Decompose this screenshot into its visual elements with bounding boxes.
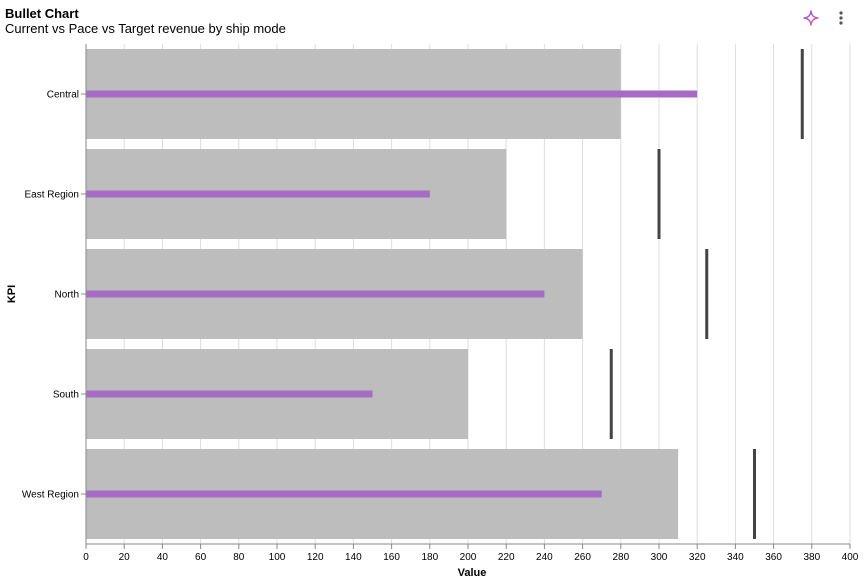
x-tick-label: 360 (765, 552, 782, 563)
x-tick-label: 280 (612, 552, 629, 563)
target-marker (800, 49, 804, 139)
x-tick-label: 380 (803, 552, 820, 563)
x-tick-label: 100 (269, 552, 286, 563)
y-tick-label: South (53, 390, 79, 401)
target-marker (705, 249, 709, 339)
y-tick-label: East Region (25, 190, 79, 201)
x-tick-label: 200 (460, 552, 477, 563)
x-tick-label: 0 (83, 552, 89, 563)
chart-subtitle: Current vs Pace vs Target revenue by shi… (5, 21, 286, 36)
x-tick-label: 160 (383, 552, 400, 563)
y-tick-label: West Region (22, 490, 79, 501)
target-marker (753, 449, 756, 539)
x-tick-label: 120 (307, 552, 324, 563)
pace-bar (86, 90, 698, 98)
x-tick-label: 80 (233, 552, 245, 563)
x-tick-label: 340 (727, 552, 744, 563)
sparkle-icon[interactable] (802, 9, 820, 27)
chart-title: Bullet Chart (5, 6, 79, 21)
x-axis-label: Value (458, 567, 487, 579)
x-tick-label: 400 (842, 552, 859, 563)
more-vertical-icon[interactable] (832, 9, 850, 27)
pace-bar (86, 290, 545, 298)
x-tick-label: 320 (689, 552, 706, 563)
x-tick-label: 140 (345, 552, 362, 563)
chart-toolbar (802, 9, 850, 27)
x-tick-label: 60 (195, 552, 207, 563)
y-tick-label: Central (47, 90, 79, 101)
x-tick-label: 20 (119, 552, 131, 563)
x-tick-label: 180 (421, 552, 438, 563)
x-tick-label: 240 (536, 552, 553, 563)
chart-header: Bullet Chart Current vs Pace vs Target r… (5, 6, 286, 37)
pace-bar (86, 490, 602, 498)
target-marker (609, 349, 613, 439)
y-tick-label: North (55, 290, 79, 301)
target-marker (657, 149, 661, 239)
x-tick-label: 220 (498, 552, 515, 563)
x-tick-label: 40 (157, 552, 169, 563)
pace-bar (86, 390, 373, 398)
y-axis-label: KPI (6, 285, 18, 303)
x-tick-label: 260 (574, 552, 591, 563)
pace-bar (86, 190, 430, 198)
x-tick-label: 300 (651, 552, 668, 563)
